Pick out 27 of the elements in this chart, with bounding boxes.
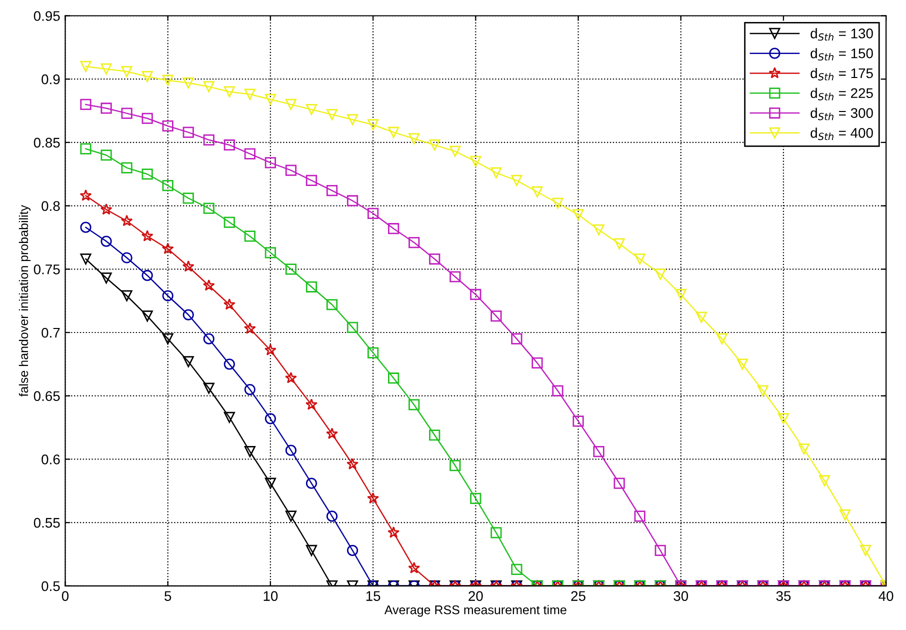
y-tick-label: 0.5: [42, 581, 60, 592]
x-tick-label: 5: [164, 591, 172, 601]
legend-label: d$_{Sth}$ = 175: [810, 68, 873, 80]
y-tick-label: 0.6: [42, 454, 60, 464]
y-tick-label: 0.8: [42, 201, 60, 211]
x-tick-label: 35: [776, 591, 791, 601]
x-tick-label: 0: [62, 591, 69, 601]
y-tick-label: 0.9: [42, 74, 60, 84]
legend-label: d$_{Sth}$ = 300: [810, 108, 873, 120]
x-tick-label: 10: [264, 591, 278, 601]
y-tick-label: 0.7: [42, 328, 60, 338]
legend-label: d$_{Sth}$ = 130: [810, 28, 873, 41]
y-tick-label: 0.75: [34, 264, 60, 274]
x-tick-label: 40: [878, 591, 894, 601]
x-tick-label: 20: [468, 591, 483, 601]
legend-label: d$_{Sth}$ = 150: [810, 48, 873, 61]
y-tick-label: 0.55: [34, 518, 60, 528]
x-tick-label: 15: [366, 591, 380, 601]
x-tick-label: 30: [674, 591, 688, 601]
x-axis-title: Average RSS measurement time: [384, 605, 566, 617]
y-tick-label: 0.95: [34, 11, 60, 21]
legend-label: d$_{Sth}$ = 400: [810, 128, 873, 140]
x-tick-label: 25: [571, 591, 586, 601]
legend-label: d$_{Sth}$ = 225: [810, 88, 873, 100]
y-axis-title: false handover initiation probability: [18, 204, 31, 397]
y-tick-label: 0.65: [34, 391, 60, 402]
y-tick-label: 0.85: [34, 138, 60, 148]
